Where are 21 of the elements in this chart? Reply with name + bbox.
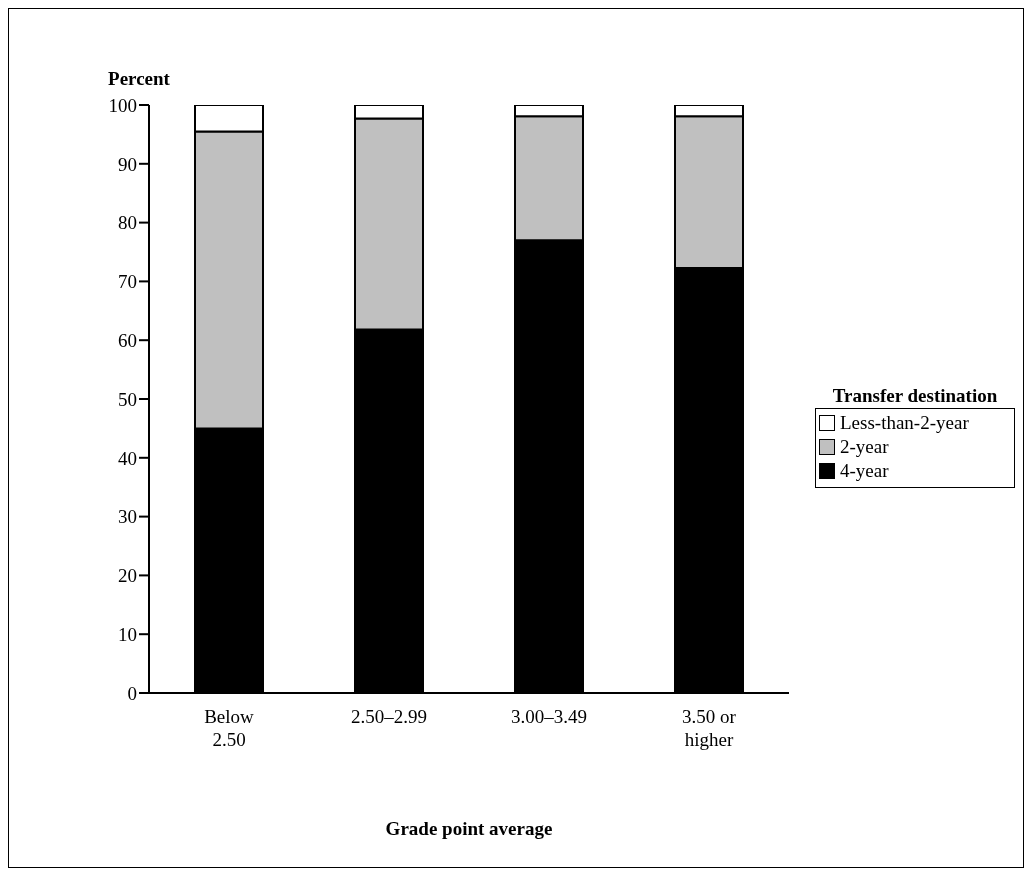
- y-tick-label: 50: [118, 388, 137, 410]
- legend-label: Less-than-2-year: [839, 411, 970, 435]
- legend-label: 4-year: [839, 459, 890, 483]
- x-tick-label: 2.50–2.99: [351, 706, 427, 727]
- y-tick-label: 100: [108, 94, 137, 116]
- x-tick-label: 3.00–3.49: [511, 706, 587, 727]
- x-tick-label: 3.50 or higher: [682, 706, 737, 750]
- y-tick-label: 90: [118, 153, 137, 175]
- y-tick-label: 40: [118, 447, 137, 469]
- y-axis-title: Percent: [108, 68, 171, 89]
- y-tick-label: 10: [118, 623, 137, 645]
- y-tick-label: 80: [118, 212, 137, 234]
- y-tick-label: 30: [118, 506, 137, 528]
- y-tick-label: 70: [118, 271, 137, 293]
- x-axis-title: Grade point average: [385, 818, 553, 839]
- y-tick-label: 0: [127, 682, 137, 704]
- x-tick-label: Below 2.50: [204, 706, 255, 750]
- legend-label: 2-year: [839, 435, 890, 459]
- y-tick-label: 60: [118, 329, 137, 351]
- y-tick-label: 20: [118, 565, 137, 587]
- legend-title: Transfer destination: [831, 384, 999, 408]
